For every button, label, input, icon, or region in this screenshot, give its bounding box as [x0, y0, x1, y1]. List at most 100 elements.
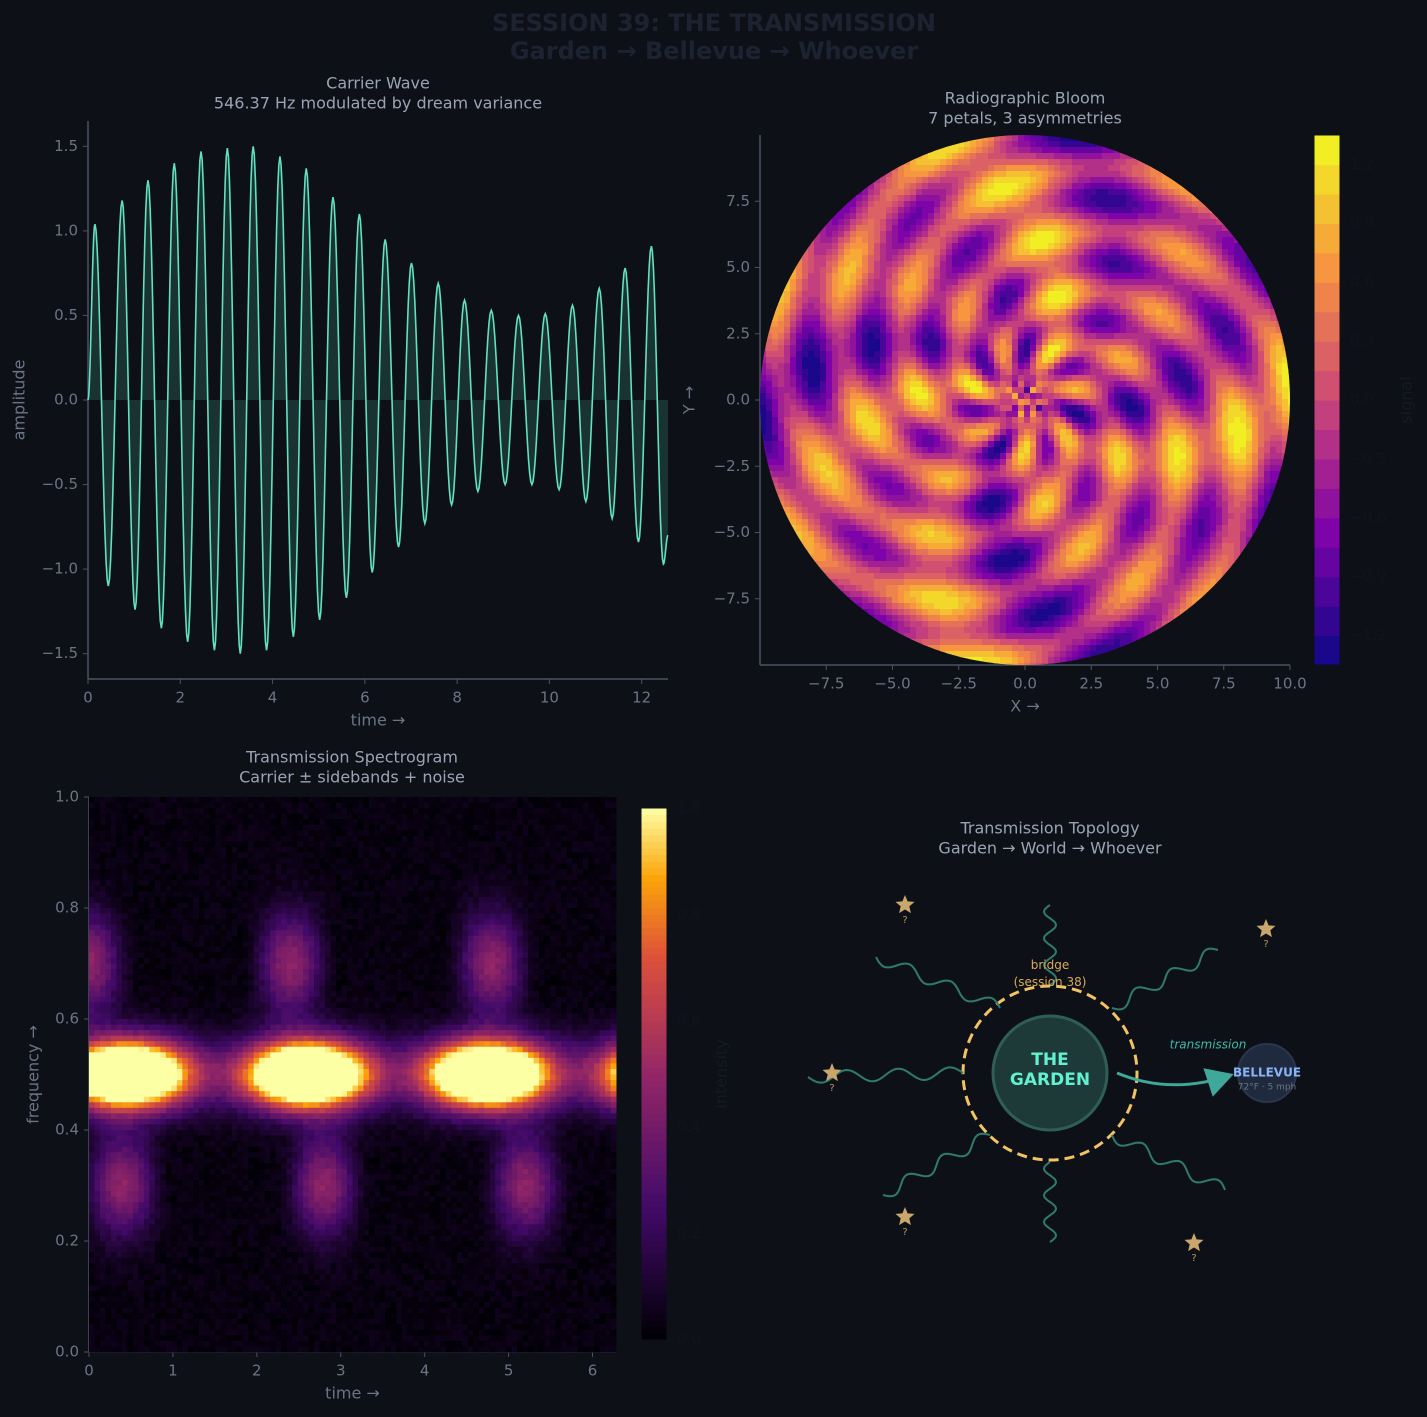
contour-cell	[994, 483, 1001, 490]
contour-cell	[856, 537, 863, 544]
colorbar-cell	[1314, 636, 1340, 666]
contour-cell	[958, 183, 965, 190]
contour-cell	[1018, 375, 1025, 382]
contour-cell	[778, 573, 785, 580]
contour-cell	[982, 627, 989, 634]
contour-cell	[976, 633, 983, 640]
contour-cell	[1036, 423, 1043, 430]
contour-cell	[910, 243, 917, 250]
contour-cell	[802, 309, 809, 316]
contour-cell	[886, 285, 893, 292]
contour-cell	[898, 357, 905, 364]
contour-cell	[1066, 243, 1073, 250]
contour-cell	[784, 177, 791, 184]
contour-cell	[1000, 183, 1007, 190]
contour-cell	[766, 387, 773, 394]
contour-cell	[844, 537, 851, 544]
contour-cell	[868, 345, 875, 352]
contour-cell	[1084, 165, 1091, 172]
contour-cell	[868, 231, 875, 238]
contour-cell	[1030, 501, 1037, 508]
contour-cell	[778, 603, 785, 610]
contour-cell	[790, 657, 797, 664]
contour-cell	[1012, 375, 1019, 382]
contour-cell	[928, 303, 935, 310]
contour-cell	[1006, 165, 1013, 172]
contour-cell	[784, 159, 791, 166]
contour-cell	[1054, 543, 1061, 550]
contour-cell	[970, 165, 977, 172]
contour-cell	[952, 153, 959, 160]
y-tick-label: −1.0	[42, 560, 78, 578]
contour-cell	[850, 429, 857, 436]
contour-cell	[1024, 297, 1031, 304]
contour-cell	[820, 483, 827, 490]
contour-cell	[868, 195, 875, 202]
contour-cell	[916, 597, 923, 604]
contour-cell	[1078, 639, 1085, 646]
contour-cell	[1024, 603, 1031, 610]
contour-cell	[952, 651, 959, 658]
contour-cell	[1066, 507, 1073, 514]
contour-cell	[880, 177, 887, 184]
contour-cell	[772, 189, 779, 196]
contour-cell	[958, 621, 965, 628]
contour-cell	[820, 453, 827, 460]
contour-cell	[994, 591, 1001, 598]
contour-cell	[1036, 489, 1043, 496]
contour-cell	[922, 615, 929, 622]
contour-cell	[862, 219, 869, 226]
contour-cell	[760, 561, 767, 568]
contour-cell	[850, 633, 857, 640]
contour-cell	[928, 501, 935, 508]
contour-cell	[994, 147, 1001, 154]
contour-cell	[802, 387, 809, 394]
contour-cell	[1036, 459, 1043, 466]
contour-cell	[808, 597, 815, 604]
contour-cell	[772, 147, 779, 154]
contour-cell	[856, 543, 863, 550]
contour-cell	[1072, 201, 1079, 208]
contour-cell	[790, 447, 797, 454]
contour-cell	[820, 585, 827, 592]
contour-cell	[838, 471, 845, 478]
contour-cell	[904, 447, 911, 454]
contour-cell	[790, 243, 797, 250]
contour-cell	[1018, 639, 1025, 646]
contour-cell	[1012, 279, 1019, 286]
contour-cell	[1054, 567, 1061, 574]
contour-cell	[814, 621, 821, 628]
contour-cell	[1036, 171, 1043, 178]
contour-cell	[1018, 345, 1025, 352]
contour-cell	[1000, 159, 1007, 166]
contour-cell	[862, 639, 869, 646]
contour-cell	[928, 153, 935, 160]
contour-cell	[856, 573, 863, 580]
contour-cell	[1000, 135, 1007, 142]
contour-cell	[1066, 363, 1073, 370]
contour-cell	[1078, 633, 1085, 640]
contour-cell	[1000, 297, 1007, 304]
contour-cell	[1024, 609, 1031, 616]
contour-cell	[1048, 279, 1055, 286]
contour-cell	[1006, 339, 1013, 346]
contour-cell	[934, 243, 941, 250]
contour-cell	[1054, 453, 1061, 460]
contour-cell	[1012, 225, 1019, 232]
arrow-label: transmission	[1170, 1038, 1247, 1052]
destination-note: 72°F · 5 mph	[1238, 1083, 1296, 1093]
contour-cell	[1012, 519, 1019, 526]
contour-cell	[946, 231, 953, 238]
contour-cell	[1000, 369, 1007, 376]
contour-cell	[1078, 615, 1085, 622]
contour-cell	[862, 309, 869, 316]
contour-cell	[796, 237, 803, 244]
contour-cell	[958, 603, 965, 610]
contour-cell	[1078, 249, 1085, 256]
contour-cell	[934, 183, 941, 190]
contour-cell	[970, 537, 977, 544]
contour-cell	[1084, 423, 1091, 430]
contour-cell	[988, 261, 995, 268]
contour-cell	[940, 321, 947, 328]
contour-cell	[1024, 381, 1031, 388]
